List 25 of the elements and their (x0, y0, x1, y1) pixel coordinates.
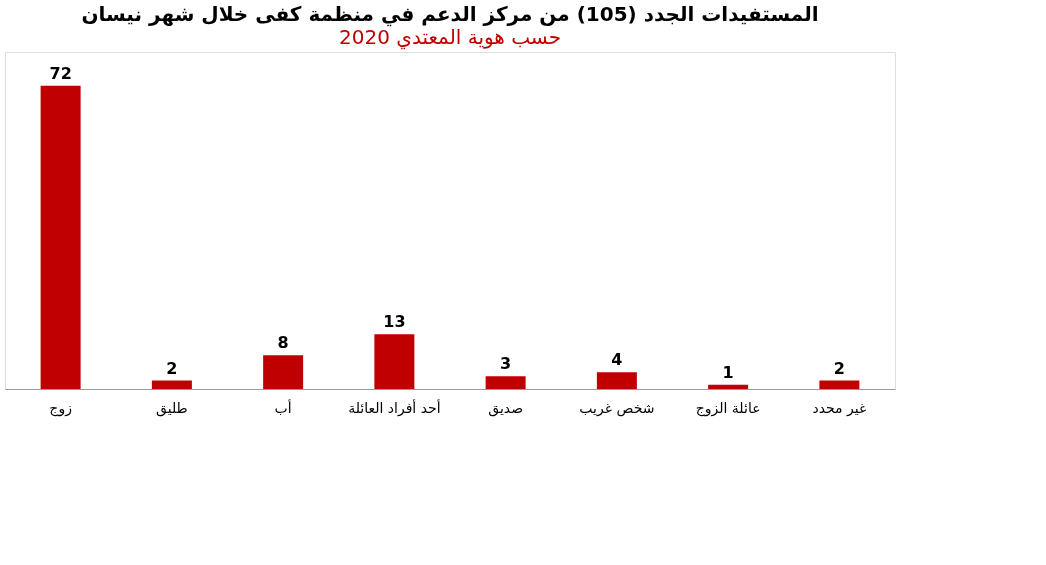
bar (374, 334, 415, 389)
x-tick-label: أب (274, 398, 292, 416)
data-label: 2 (166, 358, 178, 378)
data-label: 1 (722, 362, 734, 382)
x-tick-label: غير محدد (812, 399, 867, 417)
bar (708, 384, 749, 389)
x-tick-label: عائلة الزوج (695, 399, 761, 417)
bar (151, 380, 192, 389)
data-label: 72 (49, 63, 72, 83)
bar (263, 355, 304, 389)
x-tick-label: أحد أفراد العائلة (348, 398, 441, 417)
bar (485, 376, 526, 389)
bar (819, 380, 860, 389)
x-tick-label: طليق (156, 399, 188, 417)
bar (596, 372, 637, 389)
bar (40, 85, 81, 389)
data-label: 13 (383, 312, 406, 332)
x-tick-label: صديق (488, 399, 524, 417)
data-label: 4 (611, 350, 623, 370)
data-label: 8 (277, 333, 289, 353)
data-label: 3 (500, 354, 512, 374)
x-tick-label: زوج (49, 399, 72, 417)
chart-title: المستفيدات الجدد (105) من مركز الدعم في منظمة كفى خلال شهر نيسان (81, 2, 819, 27)
data-label: 2 (833, 358, 845, 378)
x-tick-label: شخص غريب (579, 399, 655, 417)
